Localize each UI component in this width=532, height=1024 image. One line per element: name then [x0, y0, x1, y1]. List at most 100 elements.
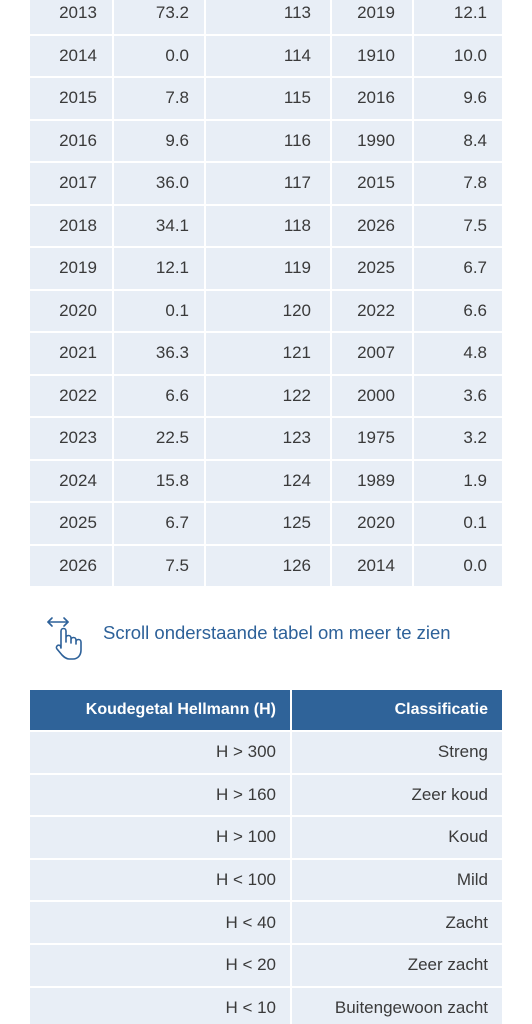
table-cell-text: 6.7: [165, 513, 189, 533]
table-cell-text: 2014: [59, 45, 97, 65]
table-cell: 124: [206, 460, 330, 501]
table-cell-text: 6.7: [463, 258, 487, 278]
table-cell: 6.6: [114, 375, 204, 416]
table-cell-text: 2026: [59, 555, 97, 575]
table-cell-text: 7.8: [165, 88, 189, 108]
table-cell-text: Mild: [456, 870, 488, 890]
table-cell-text: H < 100: [215, 870, 276, 890]
table-header-cell: Classificatie: [292, 690, 502, 730]
table-cell: 125: [206, 503, 330, 544]
table-cell: 2026: [332, 205, 412, 246]
table-cell-text: 2019: [357, 3, 395, 23]
scroll-hint: Scroll onderstaande tabel om meer te zie…: [103, 622, 451, 643]
table-cell-text: 125: [282, 513, 311, 533]
table-cell-text: 0.0: [165, 45, 189, 65]
table-cell-text: 2022: [59, 385, 97, 405]
table-cell-text: H > 300: [215, 742, 276, 762]
table-cell-text: H < 40: [225, 912, 276, 932]
table-cell-text: 2024: [59, 470, 97, 490]
table-cell: 118: [206, 205, 330, 246]
table-cell-text: 126: [282, 555, 311, 575]
table-cell-text: 124: [282, 470, 311, 490]
table-cell: 2000: [332, 375, 412, 416]
table-cell: 113: [206, 0, 330, 34]
table-cell: 2025: [332, 248, 412, 289]
table-cell: 1975: [332, 418, 412, 459]
table-cell-text: H > 160: [215, 784, 276, 804]
table-cell: 36.0: [114, 163, 204, 204]
table-cell: 12.1: [414, 0, 502, 34]
table-cell-text: 2014: [357, 555, 395, 575]
table-cell-text: 123: [282, 428, 311, 448]
table-cell: 34.1: [114, 205, 204, 246]
table-cell-text: H < 10: [225, 997, 276, 1017]
scroll-icon: [47, 617, 82, 660]
table-cell-text: 2023: [59, 428, 97, 448]
table-cell-text: 2018: [59, 215, 97, 235]
table-cell-text: 12.1: [155, 258, 189, 278]
table-cell-text: Zeer zacht: [407, 955, 488, 975]
table-cell-text: 6.6: [165, 385, 189, 405]
table-cell: 7.5: [114, 545, 204, 586]
table-cell: 1910: [332, 35, 412, 76]
table-cell-text: 119: [283, 258, 311, 278]
table-cell-text: 6.6: [463, 300, 487, 320]
table-cell-text: 9.6: [165, 130, 189, 150]
table-cell-text: 2007: [357, 343, 395, 363]
table-cell-text: 117: [283, 173, 311, 193]
table-cell: 2026: [30, 545, 112, 586]
table-cell: 2007: [332, 333, 412, 374]
table-cell: H > 300: [30, 732, 290, 773]
table-cell: 2016: [332, 78, 412, 119]
table-cell-text: 2025: [357, 258, 395, 278]
table-cell: Koud: [292, 817, 502, 858]
table-cell: 2013: [30, 0, 112, 34]
table-cell: Zeer zacht: [292, 945, 502, 986]
table-cell: 117: [206, 163, 330, 204]
table-cell-text: 73.2: [155, 3, 189, 23]
table-cell: 2020: [332, 503, 412, 544]
table-cell: 2019: [332, 0, 412, 34]
table-cell-text: 121: [282, 343, 311, 363]
table-cell-text: Koud: [448, 827, 488, 847]
table-cell: 1.9: [414, 460, 502, 501]
table-cell-text: 8.4: [463, 130, 487, 150]
table-cell: Buitengewoon zacht: [292, 987, 502, 1024]
table-cell: 120: [206, 290, 330, 331]
table-cell: 3.2: [414, 418, 502, 459]
table-cell: 119: [206, 248, 330, 289]
table-cell-text: H > 100: [215, 827, 276, 847]
table-cell-text: 2020: [357, 513, 395, 533]
table-cell-text: Zacht: [445, 912, 488, 932]
table-cell: 114: [206, 35, 330, 76]
table-cell-text: 2000: [357, 385, 395, 405]
table-cell: 2025: [30, 503, 112, 544]
table-cell: 2014: [332, 545, 412, 586]
table-cell: 0.1: [114, 290, 204, 331]
table-cell-text: 4.8: [463, 343, 487, 363]
table-cell: 9.6: [414, 78, 502, 119]
table-cell-text: 2021: [59, 343, 97, 363]
table-cell-text: 7.5: [463, 215, 487, 235]
table-cell-text: 0.1: [165, 300, 189, 320]
table-cell-text: 116: [283, 130, 311, 150]
table-cell-text: 7.5: [165, 555, 189, 575]
table-cell-text: 114: [283, 45, 311, 65]
table-cell-text: 2015: [59, 88, 97, 108]
table-cell: 2022: [332, 290, 412, 331]
table-cell: H < 40: [30, 902, 290, 943]
table-cell-text: 2020: [59, 300, 97, 320]
table-cell: H < 100: [30, 859, 290, 901]
table-cell: 36.3: [114, 333, 204, 374]
table-cell: H > 100: [30, 817, 290, 858]
table-cell-text: Buitengewoon zacht: [334, 997, 488, 1017]
table-cell: 116: [206, 120, 330, 161]
table-cell: 121: [206, 333, 330, 374]
table-cell: 8.4: [414, 120, 502, 161]
table-cell: 115: [206, 78, 330, 119]
table-cell-text: 36.3: [155, 343, 189, 363]
table-cell: 6.7: [414, 248, 502, 289]
table-cell: 2019: [30, 248, 112, 289]
table-cell: 2014: [30, 35, 112, 76]
